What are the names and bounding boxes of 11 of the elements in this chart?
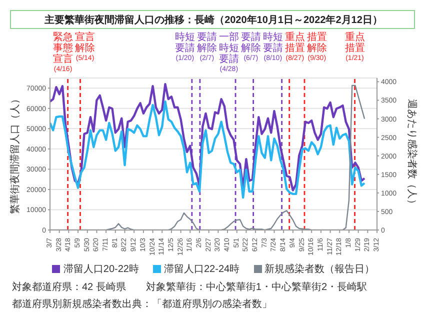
- legend-label: 滞留人口22-24時: [164, 262, 240, 276]
- y-axis-title: 繁華街夜間滞留人口（人）: [8, 94, 22, 214]
- legend-label: 滞留人口20-22時: [63, 262, 139, 276]
- line-series: [50, 82, 366, 192]
- text: 対象繁華街：中心繁華街1・中心繁華街2・長崎駅: [146, 280, 368, 294]
- text: 対象都道府県：42 長崎県: [12, 280, 126, 294]
- legend-label: 新規感染者数（報告日）: [264, 262, 375, 276]
- y2-axis-title: 週あたり感染者数（人）: [405, 99, 418, 209]
- text: 都道府県別新規感染者数出典：「都道府県別の感染者数」: [12, 298, 272, 311]
- chart-title: 主要繁華街夜間滞留人口の推移：長崎（2020年10月1日～2022年2月12日）: [44, 13, 384, 27]
- line-series: [50, 100, 366, 199]
